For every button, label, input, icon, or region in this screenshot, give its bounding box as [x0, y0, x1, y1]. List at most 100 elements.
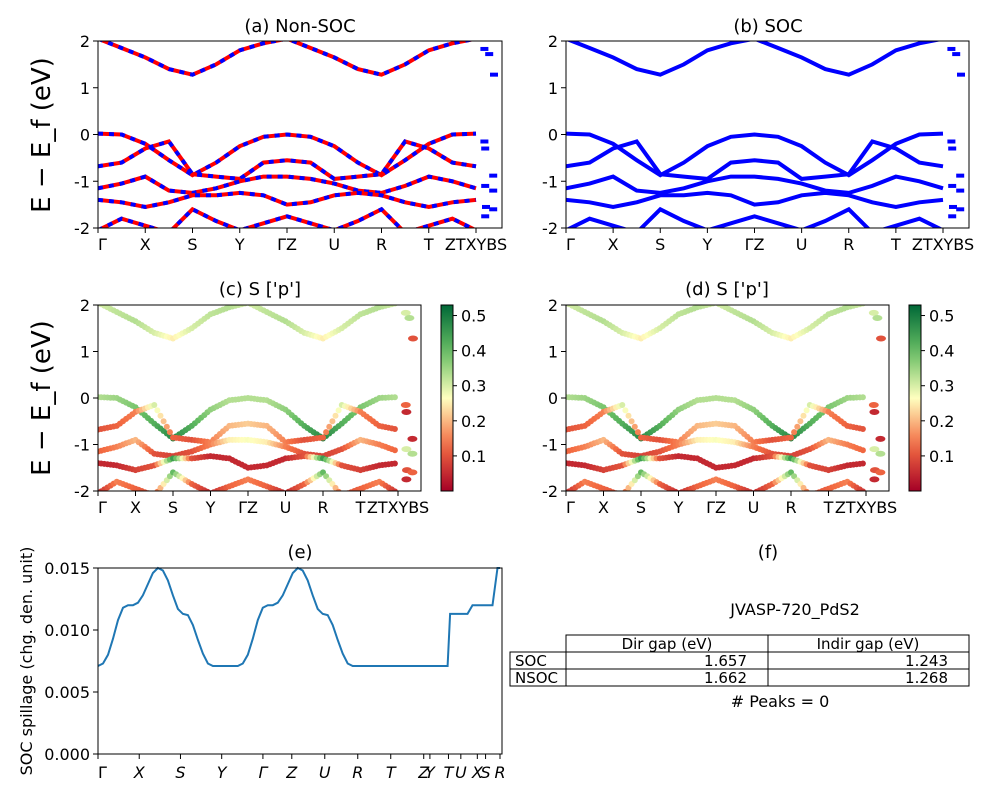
panel-a-band-2-blue — [98, 139, 477, 181]
panel-d-point — [803, 407, 810, 414]
panel-e-xtick-label-14: S — [480, 763, 490, 782]
panel-a-band-1-red — [98, 131, 477, 178]
panel-d-frame — [565, 304, 890, 492]
panel-c-xtick-label-4: ΓZ — [238, 498, 258, 517]
panel-a-non-soc: (a) Non-SOC E − E_f (eV) -2 -1 0 1 2 Γ X S Y ΓZ U R… — [27, 16, 507, 254]
panel-d-colorbar: 0.1 0.2 0.3 0.4 0.5 — [908, 304, 954, 492]
panel-d-point — [859, 447, 866, 454]
panel-c-plot: -2 -1 0 1 2 Γ X S Y ΓZ U R T ZTXYBS — [74, 296, 429, 517]
panel-d-point — [860, 305, 866, 307]
panel-b-band-2 — [566, 139, 944, 181]
panel-d-endmark-10 — [869, 476, 880, 483]
panel-c-point — [142, 489, 148, 491]
panel-c-ytick-label-1: -1 — [74, 436, 90, 455]
panel-c-point — [392, 305, 398, 307]
panel-d-ytick-label-2: 0 — [548, 389, 558, 408]
panel-d-point — [859, 460, 866, 467]
panel-d-point — [803, 488, 810, 491]
panel-c-frame — [97, 304, 422, 492]
panel-c-point — [391, 426, 398, 432]
panel-c-colorbar-label-1: 0.2 — [461, 412, 486, 431]
panel-e-xtick-label-0: Γ — [98, 763, 107, 782]
panel-e-spillage: (e) SOC spillage (chg. den. unit) 0.000 0… — [17, 542, 506, 782]
panel-d-point — [710, 305, 716, 307]
panel-e-xtick-label-15: R — [494, 763, 505, 782]
gap-table-row-nsoc-dir: 1.662 — [704, 669, 747, 687]
panel-c-point — [323, 429, 330, 436]
panel-d-point — [672, 488, 679, 491]
panel-f-subtitle: JVASP-720_PdS2 — [729, 600, 860, 620]
panel-d-point — [622, 407, 629, 414]
panel-c-endmark-6 — [401, 446, 412, 453]
panel-a-ytick-label-0: -2 — [74, 219, 90, 238]
panel-b-xtick-label-2: S — [655, 235, 665, 254]
panel-a-bands — [98, 41, 498, 228]
panel-e-xtick-label-1: X — [133, 763, 146, 782]
panel-c-point — [151, 493, 157, 499]
panel-a-xtick-label-0: Γ — [98, 235, 107, 254]
panel-d-endmark-4 — [869, 408, 880, 415]
panel-c-ylabel: E − E_f (eV) — [27, 320, 57, 476]
panel-b-frame — [565, 40, 970, 229]
panel-a-ylabel: E − E_f (eV) — [27, 57, 57, 213]
panel-c-endmark-3 — [400, 401, 411, 408]
panel-f-title: (f) — [758, 542, 778, 563]
panel-c-point — [326, 423, 333, 430]
panel-c-colorbar-rect — [440, 304, 454, 492]
panel-c-endmark-4 — [401, 408, 412, 415]
panel-d-title: (d) S ['p'] — [685, 279, 769, 300]
panel-d-point — [797, 418, 804, 425]
panel-c-colorbar-label-4: 0.5 — [461, 307, 486, 326]
panel-a-plot: -2 -1 0 1 2 Γ X S Y ΓZ U R T ZTXYBS — [74, 32, 507, 254]
panel-d-endmark-6 — [869, 446, 880, 453]
panel-d-colorbar-label-2: 0.3 — [929, 377, 954, 396]
panel-d-point — [634, 429, 641, 436]
panel-e-ytick-label-3: 0.015 — [44, 559, 90, 578]
panel-a-band-4-blue — [98, 190, 477, 210]
panel-a-xtick-label-3: Y — [234, 235, 245, 254]
panel-a-xtick-label-6: R — [376, 235, 387, 254]
panel-c-colorbar-label-0: 0.1 — [461, 447, 486, 466]
panel-e-title: (e) — [287, 542, 312, 563]
panel-b-bands — [566, 41, 965, 228]
panel-c-endmark-0 — [400, 309, 411, 316]
panel-b-band-5 — [566, 206, 943, 228]
panel-d-point — [794, 423, 801, 430]
panel-c-point — [157, 412, 164, 419]
panel-b-band-1 — [566, 131, 944, 178]
panel-c-xtick-label-1: X — [130, 498, 141, 517]
panel-c-endmark-5 — [407, 435, 418, 442]
panel-c-xtick-label-2: S — [168, 498, 178, 517]
panel-d-colorbar-label-4: 0.5 — [929, 307, 954, 326]
panel-d-point — [859, 488, 866, 491]
panel-d-ytick-label-0: -2 — [542, 482, 558, 501]
panel-d-plot: -2 -1 0 1 2 Γ X S Y ΓZ U R T ZTXYBS — [542, 296, 897, 517]
panel-c-colorbar: 0.1 0.2 0.3 0.4 0.5 — [440, 304, 486, 492]
panel-d-point — [788, 434, 794, 441]
panel-e-xtick-label-4: Γ — [258, 763, 268, 782]
panel-e-ylabel: SOC spillage (chg. den. unit) — [17, 547, 36, 776]
panel-d-point — [616, 492, 622, 498]
gap-table-footer: # Peaks = 0 — [731, 692, 830, 711]
panel-c-projection: (c) S ['p'] E − E_f (eV) -2 -1 0 1 2 Γ X S Y ΓZ U R… — [27, 279, 486, 517]
panel-b-xtick-label-1: X — [608, 235, 619, 254]
panel-a-band-3-blue — [98, 174, 477, 195]
panel-d-point — [859, 426, 866, 432]
panel-f-gap-table: (f) JVASP-720_PdS2 Dir gap (eV) Indir ga… — [509, 542, 970, 711]
gap-table: Dir gap (eV) Indir gap (eV) SOC 1.657 1.… — [509, 634, 970, 687]
panel-b-xtick-label-0: Γ — [566, 235, 575, 254]
panel-d-endmark-2 — [876, 335, 886, 342]
panel-e-xtick-label-8: T — [386, 763, 397, 782]
panel-a-xtick-label-4: ΓZ — [277, 235, 297, 254]
panel-d-point — [810, 492, 816, 498]
panel-d-endmark-0 — [868, 309, 879, 316]
panel-b-xtick-label-5: U — [796, 235, 808, 254]
panel-d-point — [619, 402, 626, 408]
panel-c-ytick-label-0: -2 — [74, 482, 90, 501]
panel-c-colorbar-label-3: 0.4 — [461, 342, 486, 361]
panel-c-point — [391, 488, 398, 491]
panel-d-points — [566, 305, 886, 498]
panel-d-endmark-7 — [875, 450, 886, 457]
gap-table-header-indir-text: Indir gap (eV) — [817, 635, 920, 653]
